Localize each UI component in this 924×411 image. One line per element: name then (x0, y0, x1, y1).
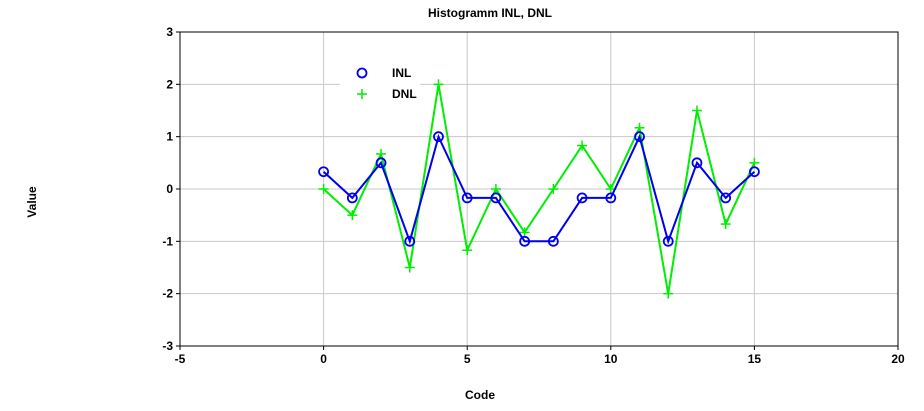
dnl-point (433, 79, 444, 90)
y-tick-label: 0 (166, 182, 173, 196)
dnl-point (490, 184, 501, 194)
inl-point (634, 131, 645, 143)
inl-point (461, 192, 473, 204)
dnl-point (548, 184, 559, 194)
x-tick-label: -5 (175, 352, 186, 366)
inl-point (547, 235, 559, 247)
dnl-point (749, 157, 760, 168)
x-tick-label: 5 (464, 352, 471, 366)
inl-series-line (322, 133, 756, 245)
inl-point (433, 131, 444, 143)
inl-point (519, 235, 531, 247)
inl-point (576, 192, 588, 204)
dnl-point (376, 148, 387, 159)
inl-point (720, 192, 732, 204)
y-axis-label: Value (25, 186, 39, 218)
y-tick-label: 2 (166, 77, 173, 91)
dnl-point (462, 245, 473, 256)
legend-inl-label: INL (392, 66, 411, 80)
y-tick-label: -1 (162, 234, 173, 248)
inl-point (346, 192, 358, 204)
dnl-point (663, 288, 674, 299)
dnl-point (347, 210, 358, 221)
inl-point (662, 235, 674, 247)
legend-dnl-label: DNL (392, 87, 417, 101)
dnl-point (318, 184, 329, 194)
grid-lines (180, 32, 898, 346)
x-tick-label: 10 (604, 352, 618, 366)
inl-point (404, 235, 416, 247)
y-tick-label: 1 (166, 130, 173, 144)
inl-point (691, 157, 703, 169)
x-tick-label: 15 (748, 352, 762, 366)
x-tick-label: 0 (320, 352, 327, 366)
inl-point (749, 166, 760, 178)
legend-dnl-marker (357, 89, 367, 99)
y-tick-label: -2 (162, 287, 173, 301)
series-layer (318, 79, 760, 299)
legend-inl-marker (356, 67, 368, 79)
inl-point (318, 166, 330, 178)
dnl-point (519, 227, 530, 238)
legend: INL DNL (340, 60, 420, 101)
x-axis-label: Code (465, 388, 495, 402)
dnl-point (404, 262, 415, 273)
y-tick-label: 3 (166, 25, 173, 39)
dnl-point (691, 105, 702, 116)
inl-point (605, 192, 617, 204)
inl-point (490, 192, 502, 204)
y-tick-label: -3 (162, 339, 173, 353)
dnl-point (577, 140, 588, 151)
chart-title: Histogramm INL, DNL (428, 6, 552, 20)
legend-box (340, 60, 420, 100)
inl-point (375, 157, 387, 169)
dnl-point (634, 122, 645, 133)
x-tick-label: 20 (891, 352, 905, 366)
dnl-point (720, 219, 731, 230)
